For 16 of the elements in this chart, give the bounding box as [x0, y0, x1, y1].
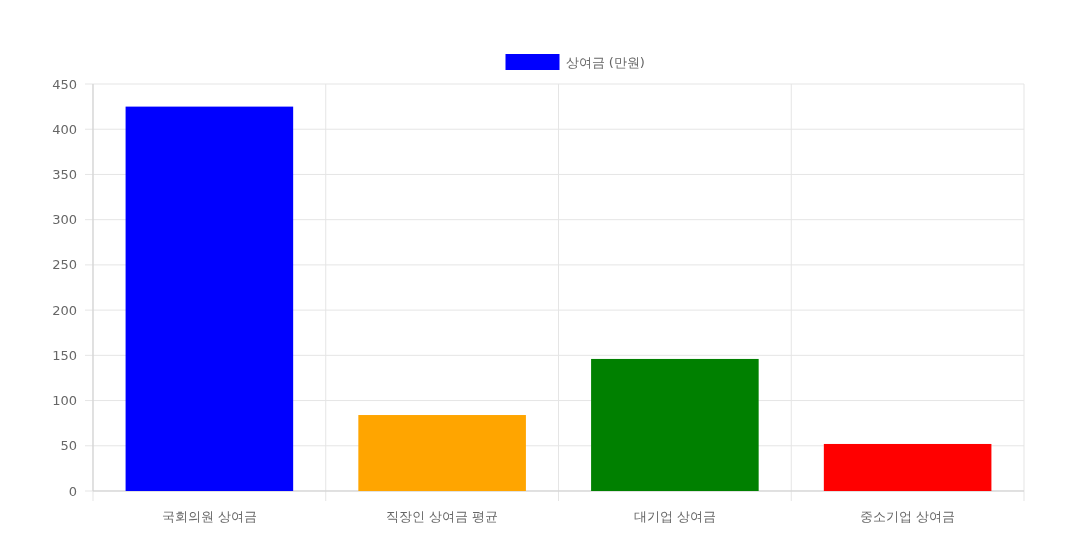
y-tick-label: 300	[52, 212, 77, 228]
x-tick-label: 대기업 상여금	[633, 509, 716, 524]
legend: 상여금 (만원)	[505, 54, 645, 70]
y-tick-label: 200	[52, 302, 77, 318]
x-tick-label: 국회의원 상여금	[161, 509, 257, 524]
y-tick-label: 100	[52, 393, 77, 409]
y-tick-label: 400	[52, 121, 77, 137]
y-tick-label: 150	[52, 347, 77, 363]
y-tick-label: 250	[52, 257, 77, 273]
legend-label: 상여금 (만원)	[565, 55, 645, 70]
y-tick-label: 0	[68, 483, 77, 499]
y-tick-label: 450	[52, 76, 77, 92]
y-tick-label: 350	[52, 166, 77, 182]
y-tick-label: 50	[60, 438, 77, 454]
x-tick-label: 중소기업 상여금	[860, 509, 956, 524]
x-tick-label: 직장인 상여금 평균	[385, 509, 499, 524]
